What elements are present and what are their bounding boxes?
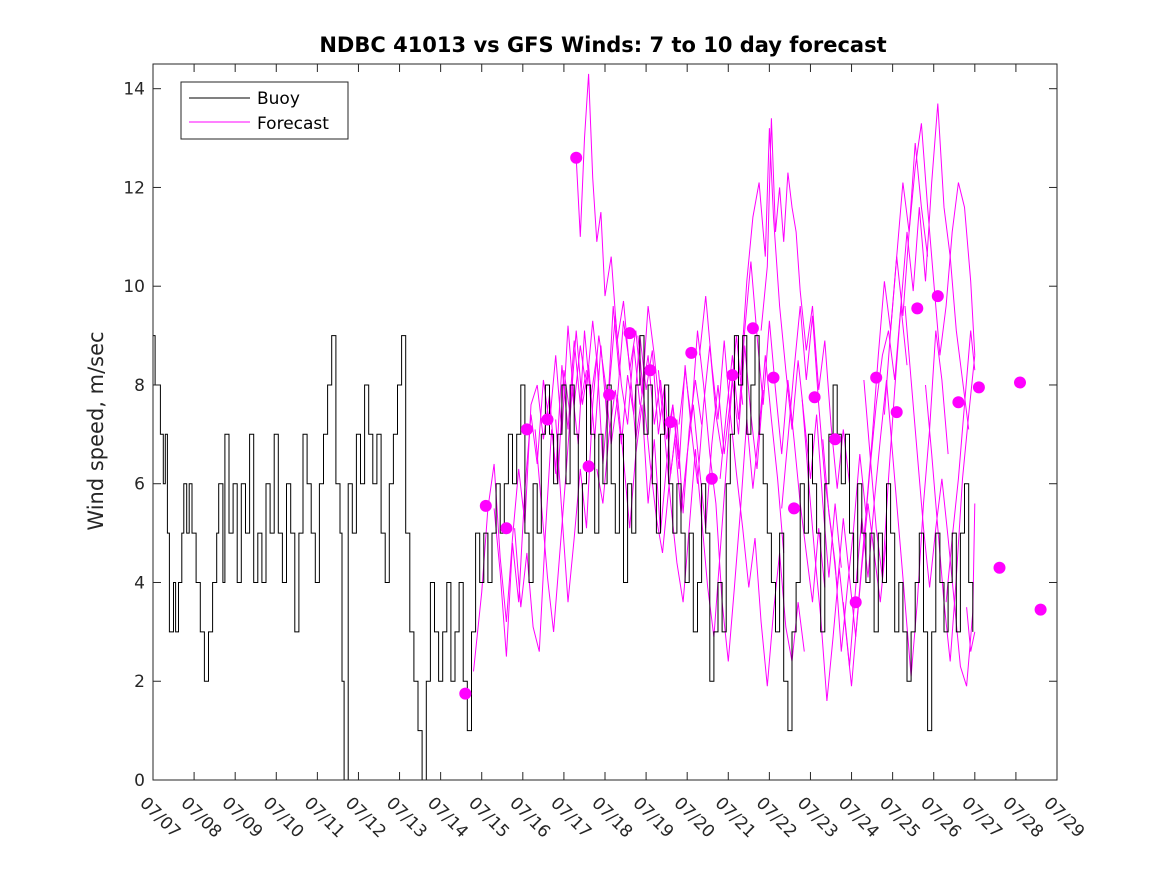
y-tick-label: 2 [134, 672, 145, 692]
forecast-series-line [493, 320, 600, 657]
forecast-point [890, 406, 903, 419]
forecast-point [570, 151, 583, 164]
forecast-series-line [514, 305, 620, 652]
forecast-series-line [699, 296, 805, 687]
forecast-series-line [575, 73, 680, 460]
forecast-point [582, 460, 595, 473]
x-tick-label: 07/23 [793, 793, 842, 842]
forecast-point [767, 371, 780, 384]
x-tick-label: 07/11 [300, 793, 349, 842]
x-tick-label: 07/21 [711, 793, 760, 842]
x-tick-label: 07/19 [629, 793, 678, 842]
forecast-series-line [719, 261, 826, 603]
x-tick-label: 07/10 [259, 793, 308, 842]
x-tick-label: 07/29 [1039, 793, 1088, 842]
forecast-series-line [904, 305, 976, 687]
x-tick-label: 07/24 [834, 793, 883, 842]
forecast-series-line [637, 335, 744, 553]
y-tick-label: 8 [134, 376, 145, 396]
legend-forecast-label: Forecast [257, 114, 329, 134]
buoy-line [153, 335, 974, 780]
chart-title: NDBC 41013 vs GFS Winds: 7 to 10 day for… [319, 33, 886, 57]
forecast-point [829, 433, 842, 446]
legend: Buoy Forecast [180, 81, 349, 140]
forecast-point [931, 290, 944, 303]
forecast-point [1014, 376, 1026, 389]
forecast-series-line [801, 305, 908, 702]
y-axis-label: Wind speed, m/sec [84, 331, 108, 530]
y-tick-label: 0 [134, 771, 145, 791]
forecast-point [644, 364, 657, 377]
forecast-markers [459, 151, 1047, 700]
forecast-point [788, 502, 800, 515]
forecast-series-line [842, 330, 949, 677]
forecast-series-line [473, 340, 587, 672]
forecast-point [500, 522, 513, 535]
forecast-series-line [555, 305, 661, 603]
forecast-point [746, 322, 759, 335]
forecast-point [726, 369, 739, 382]
forecast-point [623, 327, 636, 340]
forecast-point [459, 687, 472, 700]
forecast-point [705, 472, 718, 485]
x-tick-label: 07/26 [916, 793, 965, 842]
forecast-series-line [740, 128, 842, 578]
forecast-point [952, 396, 965, 409]
x-tick-label: 07/20 [670, 793, 719, 842]
forecast-point [479, 499, 492, 512]
plot-area [153, 73, 1047, 780]
forecast-point [993, 561, 1006, 574]
x-tick-label: 07/28 [998, 793, 1047, 842]
forecast-point [664, 416, 677, 428]
y-axis-ticks: 0 2 4 6 8 10 12 14 [123, 80, 1057, 791]
x-tick-label: 07/16 [505, 793, 554, 842]
x-tick-label: 07/13 [382, 793, 431, 842]
y-tick-label: 14 [123, 80, 145, 100]
x-tick-label: 07/12 [341, 793, 390, 842]
plot-frame [152, 63, 1058, 781]
forecast-series-line [616, 345, 723, 534]
forecast-series-line [883, 123, 976, 415]
legend-box [180, 81, 349, 140]
forecast-series-line [945, 330, 976, 603]
x-tick-label: 07/08 [177, 793, 226, 842]
x-tick-label: 07/15 [464, 793, 513, 842]
x-tick-label: 07/09 [218, 793, 267, 842]
x-tick-label: 07/27 [957, 793, 1006, 842]
x-tick-label: 07/14 [423, 793, 472, 842]
buoy-series-line [153, 335, 974, 780]
forecast-point [808, 391, 821, 404]
forecast-series-line [657, 345, 764, 637]
x-tick-label: 07/17 [546, 793, 595, 842]
forecast-series-line [534, 315, 641, 632]
legend-buoy-label: Buoy [257, 89, 300, 109]
forecast-point [870, 371, 883, 384]
forecast-series-line [925, 355, 976, 662]
forecast-point [541, 413, 554, 426]
forecast-point [685, 346, 698, 359]
forecast-point [603, 388, 616, 401]
x-tick-label: 07/07 [135, 793, 184, 842]
forecast-lines [473, 73, 976, 702]
forecast-series-line [863, 103, 970, 578]
x-tick-label: 07/25 [875, 793, 924, 842]
forecast-point [972, 381, 985, 394]
forecast-point [520, 423, 533, 436]
forecast-point [1034, 603, 1047, 616]
y-tick-label: 12 [123, 178, 145, 198]
y-tick-label: 6 [134, 475, 145, 495]
forecast-series-line [966, 607, 976, 652]
forecast-point [911, 302, 924, 315]
x-tick-label: 07/18 [587, 793, 636, 842]
y-tick-label: 4 [134, 573, 145, 593]
x-tick-label: 07/22 [752, 793, 801, 842]
forecast-point [849, 596, 862, 609]
y-tick-label: 10 [123, 277, 145, 297]
